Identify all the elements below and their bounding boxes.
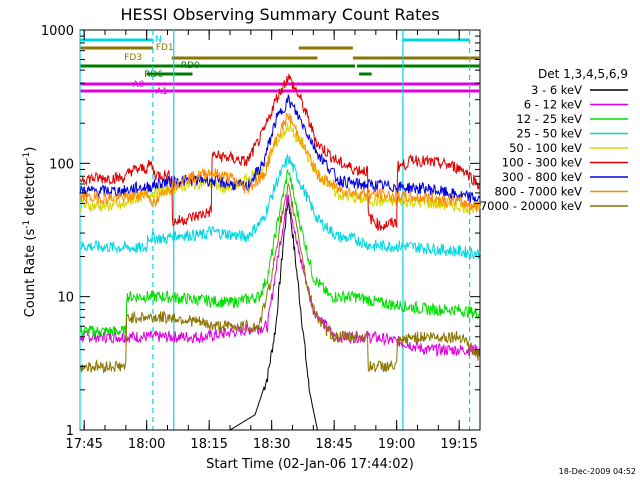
y-axis-label-part: ) bbox=[23, 147, 38, 152]
flag-label: RD6 bbox=[144, 70, 163, 80]
series-lines bbox=[79, 73, 481, 431]
y-axis-ticks: 1 10 100 1000 bbox=[41, 24, 480, 439]
legend-entry-label: 100 - 300 keV bbox=[502, 156, 582, 170]
legend-entry-label: 300 - 800 keV bbox=[502, 170, 582, 184]
flag-label: A0 bbox=[133, 80, 145, 90]
flag-label: A1 bbox=[156, 87, 168, 97]
legend-entry-label: 800 - 7000 keV bbox=[494, 185, 582, 199]
flag-label: N bbox=[155, 35, 162, 45]
y-tick-label: 1000 bbox=[41, 24, 74, 39]
x-tick-label: 19:00 bbox=[378, 437, 415, 452]
legend-entry-label: 25 - 50 keV bbox=[516, 127, 582, 141]
y-tick-label: 10 bbox=[57, 291, 74, 306]
series-line bbox=[79, 112, 481, 212]
series-line bbox=[79, 153, 481, 260]
x-tick-label: 18:15 bbox=[190, 437, 227, 452]
flag-label: FD3 bbox=[124, 53, 142, 63]
flag-label: RD0 bbox=[181, 61, 200, 71]
series-line bbox=[79, 73, 481, 232]
x-tick-label: 19:15 bbox=[440, 437, 477, 452]
legend-entry-label: 3 - 6 keV bbox=[531, 83, 582, 97]
series-line bbox=[80, 197, 480, 431]
legend-entry-label: 12 - 25 keV bbox=[516, 112, 582, 126]
footer-timestamp: 18-Dec-2009 04:52 bbox=[559, 467, 636, 476]
y-axis-label: Count Rate (s-1 detector-1) bbox=[22, 147, 38, 318]
series-line bbox=[79, 94, 481, 203]
legend-entry-label: 7000 - 20000 keV bbox=[480, 199, 582, 213]
legend-entry-label: 6 - 12 keV bbox=[524, 98, 582, 112]
flag-label: FD1 bbox=[156, 43, 174, 53]
y-tick-label: 100 bbox=[49, 157, 74, 172]
x-tick-label: 17:45 bbox=[65, 437, 102, 452]
x-axis-ticks: 17:45 18:00 18:15 18:30 18:45 19:00 19:15 bbox=[65, 30, 481, 452]
series-line bbox=[79, 194, 481, 358]
series-line bbox=[79, 122, 481, 214]
x-tick-label: 18:00 bbox=[128, 437, 165, 452]
y-axis-label-sup: -1 bbox=[22, 220, 32, 229]
x-tick-label: 18:45 bbox=[315, 437, 352, 452]
chart-title: HESSI Observing Summary Count Rates bbox=[120, 5, 439, 24]
series-line bbox=[79, 169, 481, 338]
y-tick-label: 1 bbox=[66, 424, 74, 439]
y-axis-label-sup: -1 bbox=[22, 152, 32, 161]
legend-entry-label: 50 - 100 keV bbox=[509, 141, 582, 155]
series-line bbox=[79, 182, 481, 374]
x-tick-label: 18:30 bbox=[253, 437, 290, 452]
x-axis-label: Start Time (02-Jan-06 17:44:02) bbox=[206, 457, 414, 472]
legend-title: Det 1,3,4,5,6,9 bbox=[538, 67, 628, 81]
y-axis-label-part: detector bbox=[23, 160, 38, 220]
y-axis-label-part: Count Rate (s bbox=[23, 229, 38, 318]
